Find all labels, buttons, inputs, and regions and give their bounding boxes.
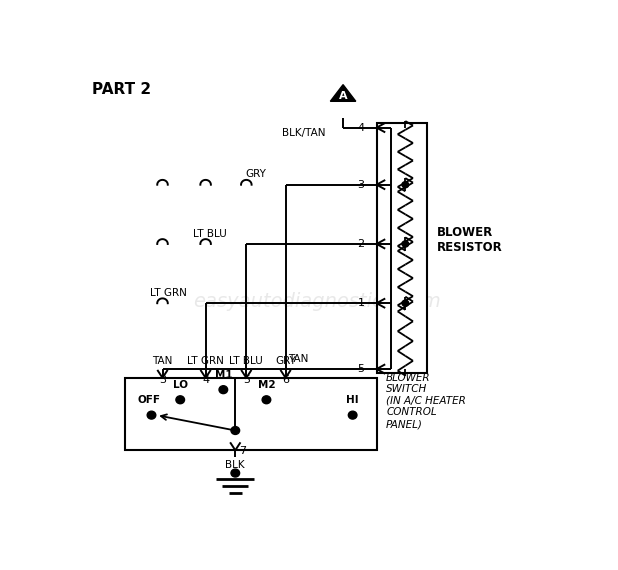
Circle shape xyxy=(219,386,227,394)
Text: LT BLU: LT BLU xyxy=(229,356,263,365)
Text: 4: 4 xyxy=(202,375,209,385)
Circle shape xyxy=(349,411,357,419)
Text: 6: 6 xyxy=(282,375,289,385)
Text: PART 2: PART 2 xyxy=(91,82,151,96)
Text: 3: 3 xyxy=(159,375,166,385)
Text: GRY: GRY xyxy=(275,356,296,365)
Text: 2: 2 xyxy=(357,239,365,249)
Text: BLK/TAN: BLK/TAN xyxy=(282,128,325,137)
Text: easyautodiagnostics.com: easyautodiagnostics.com xyxy=(193,291,441,311)
Text: LT BLU: LT BLU xyxy=(193,229,227,239)
Text: BLOWER
SWITCH
(IN A/C HEATER
CONTROL
PANEL): BLOWER SWITCH (IN A/C HEATER CONTROL PAN… xyxy=(386,373,466,429)
Text: 5: 5 xyxy=(358,364,365,374)
Polygon shape xyxy=(331,84,356,101)
Text: 3: 3 xyxy=(358,180,365,190)
Circle shape xyxy=(402,182,408,188)
Bar xyxy=(125,378,376,450)
Circle shape xyxy=(231,426,240,434)
Text: LT GRN: LT GRN xyxy=(150,288,187,298)
Text: 1: 1 xyxy=(358,298,365,308)
Circle shape xyxy=(262,396,271,404)
Text: GRY: GRY xyxy=(245,169,266,180)
Text: HI: HI xyxy=(346,396,359,405)
Text: LT GRN: LT GRN xyxy=(187,356,224,365)
Circle shape xyxy=(176,396,185,404)
Text: 4: 4 xyxy=(357,123,365,133)
Circle shape xyxy=(147,411,156,419)
Bar xyxy=(376,123,427,373)
Text: A: A xyxy=(339,91,347,101)
Text: LO: LO xyxy=(172,380,188,390)
Text: 7: 7 xyxy=(239,446,246,455)
Text: BLOWER
RESISTOR: BLOWER RESISTOR xyxy=(436,226,502,254)
Text: BLK: BLK xyxy=(226,460,245,470)
Text: M1: M1 xyxy=(214,370,232,380)
Text: TAN: TAN xyxy=(152,356,172,365)
Text: 5: 5 xyxy=(243,375,250,385)
Circle shape xyxy=(231,469,240,477)
Circle shape xyxy=(402,300,408,306)
Text: M2: M2 xyxy=(258,380,275,390)
Text: TAN: TAN xyxy=(288,354,308,364)
Circle shape xyxy=(402,241,408,247)
Text: OFF: OFF xyxy=(138,396,161,405)
